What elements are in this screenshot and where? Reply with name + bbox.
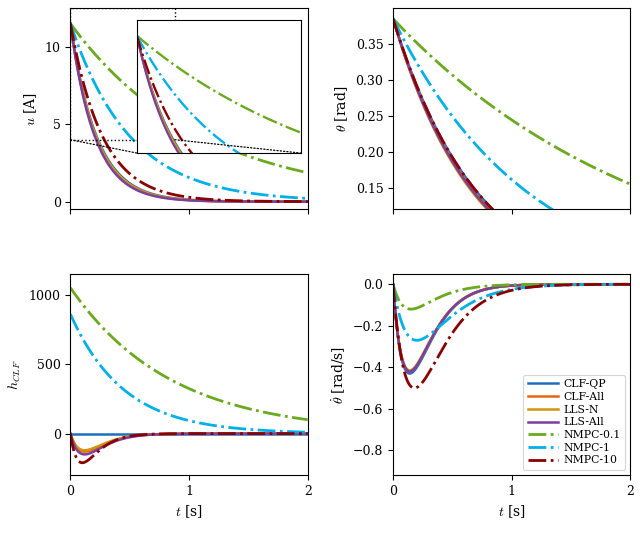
Y-axis label: $\theta$ [rad]: $\theta$ [rad] (333, 85, 350, 132)
Bar (70, 8, 175, 140)
X-axis label: $t$ [s]: $t$ [s] (175, 504, 203, 520)
Legend: CLF-QP, CLF-All, LLS-N, LLS-All, NMPC-0.1, NMPC-1, NMPC-10: CLF-QP, CLF-All, LLS-N, LLS-All, NMPC-0.… (523, 375, 625, 470)
Y-axis label: $h_{CLF}$: $h_{CLF}$ (7, 359, 23, 390)
Y-axis label: $\dot{\theta}$ [rad/s]: $\dot{\theta}$ [rad/s] (330, 345, 348, 404)
X-axis label: $t$ [s]: $t$ [s] (498, 504, 526, 520)
Y-axis label: $u$ [A]: $u$ [A] (22, 92, 39, 126)
